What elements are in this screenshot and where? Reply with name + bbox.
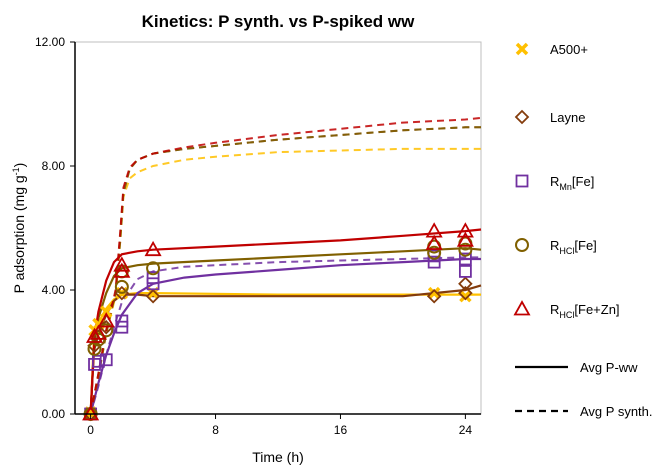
y-tick-label: 4.00	[42, 283, 66, 297]
data-point-circle	[146, 261, 161, 276]
fit-line-ww	[89, 292, 481, 415]
legend-label: Layne	[550, 110, 585, 125]
y-tick-label: 0.00	[42, 407, 66, 421]
fit-line-synth	[89, 256, 481, 415]
axis-ticks: 0 8 16 24 0.00 4.00 8.00 12.00	[35, 35, 472, 437]
fit-lines	[89, 116, 482, 415]
legend-label: A500+	[550, 42, 588, 57]
data-point-square	[88, 357, 101, 371]
legend-label-sub: Mn	[559, 182, 572, 192]
data-point-triangle	[144, 240, 162, 257]
y-tick-label: 8.00	[42, 159, 66, 173]
legend-line-label: Avg P-ww	[580, 360, 638, 375]
data-point-circle	[114, 279, 129, 294]
legend-label-tail: [Fe]	[572, 174, 594, 189]
legend-label-main: Layne	[550, 110, 585, 125]
data-point-x-mark	[99, 305, 113, 318]
legend-label: RHCl[Fe+Zn]	[550, 302, 620, 320]
data-point-triangle	[425, 222, 443, 238]
legend-label-main: A500+	[550, 42, 588, 57]
data-point-square	[99, 353, 113, 367]
legend-marker-circle	[515, 238, 529, 252]
legend-label: RMn[Fe]	[550, 174, 594, 192]
data-markers	[82, 222, 474, 422]
data-point-circle	[427, 245, 442, 260]
data-point-triangle	[97, 312, 115, 328]
legend: A500+LayneRMn[Fe]RHCl[Fe]RHCl[Fe+Zn]Avg …	[513, 42, 653, 419]
data-point-square	[146, 271, 160, 285]
legend-label-tail: [Fe+Zn]	[574, 302, 619, 317]
legend-label: RHCl[Fe]	[550, 238, 597, 256]
data-point-square	[458, 252, 472, 266]
plot-area: 0 8 16 24 0.00 4.00 8.00 12.00	[35, 35, 482, 437]
legend-label-tail: [Fe]	[574, 238, 596, 253]
fit-line-ww	[89, 228, 482, 415]
fit-line-synth	[89, 126, 481, 415]
data-point-diamond	[426, 288, 442, 304]
y-axis-label-main: P adsorption (mg g	[11, 175, 27, 293]
fit-line-ww	[89, 257, 481, 415]
x-axis-label: Time (h)	[252, 449, 304, 465]
fit-line-ww	[89, 284, 482, 415]
x-mark-stroke	[99, 305, 113, 318]
fit-line-ww	[89, 247, 482, 415]
x-tick-label: 8	[212, 423, 219, 437]
data-point-triangle	[456, 222, 474, 238]
legend-label-main: R	[550, 238, 559, 253]
data-point-circle	[458, 242, 473, 257]
fit-line-synth	[89, 116, 482, 415]
legend-label-sub: HCl	[559, 310, 574, 320]
legend-marker-x-mark	[515, 42, 529, 56]
chart-title: Kinetics: P synth. vs P-spiked ww	[142, 12, 415, 31]
data-point-square	[458, 264, 472, 278]
legend-marker-diamond	[514, 109, 530, 125]
data-point-square	[92, 354, 105, 368]
data-point-x-mark	[459, 289, 472, 303]
x-mark-stroke	[459, 289, 472, 303]
y-axis-label-close: )	[11, 163, 27, 168]
x-tick-label: 24	[459, 423, 473, 437]
data-point-triangle	[85, 327, 104, 343]
data-point-diamond	[458, 276, 473, 292]
data-point-triangle	[89, 324, 107, 340]
x-mark-stroke	[515, 42, 529, 56]
data-point-square	[115, 314, 129, 328]
y-axis-label-sup: -1	[11, 167, 21, 175]
legend-label-main: R	[550, 174, 559, 189]
x-mark-stroke	[427, 286, 441, 300]
data-point-triangle	[113, 256, 131, 272]
x-tick-label: 0	[87, 423, 94, 437]
legend-marker-triangle	[513, 300, 531, 316]
y-tick-label: 12.00	[35, 35, 65, 49]
data-point-triangle	[425, 234, 443, 250]
plot-frame	[74, 41, 482, 415]
legend-label-main: R	[550, 302, 559, 317]
data-point-triangle	[456, 231, 474, 247]
x-tick-label: 16	[334, 423, 348, 437]
fit-line-synth	[89, 126, 481, 415]
fit-line-synth	[89, 147, 481, 415]
data-point-diamond	[145, 288, 161, 304]
legend-marker-square	[515, 174, 529, 188]
data-point-diamond	[458, 285, 473, 301]
y-axis-label: P adsorption (mg g-1)	[11, 163, 27, 294]
legend-label-sub: HCl	[559, 246, 574, 256]
legend-line-label: Avg P synth.	[580, 404, 653, 419]
data-point-x-mark	[427, 286, 441, 300]
